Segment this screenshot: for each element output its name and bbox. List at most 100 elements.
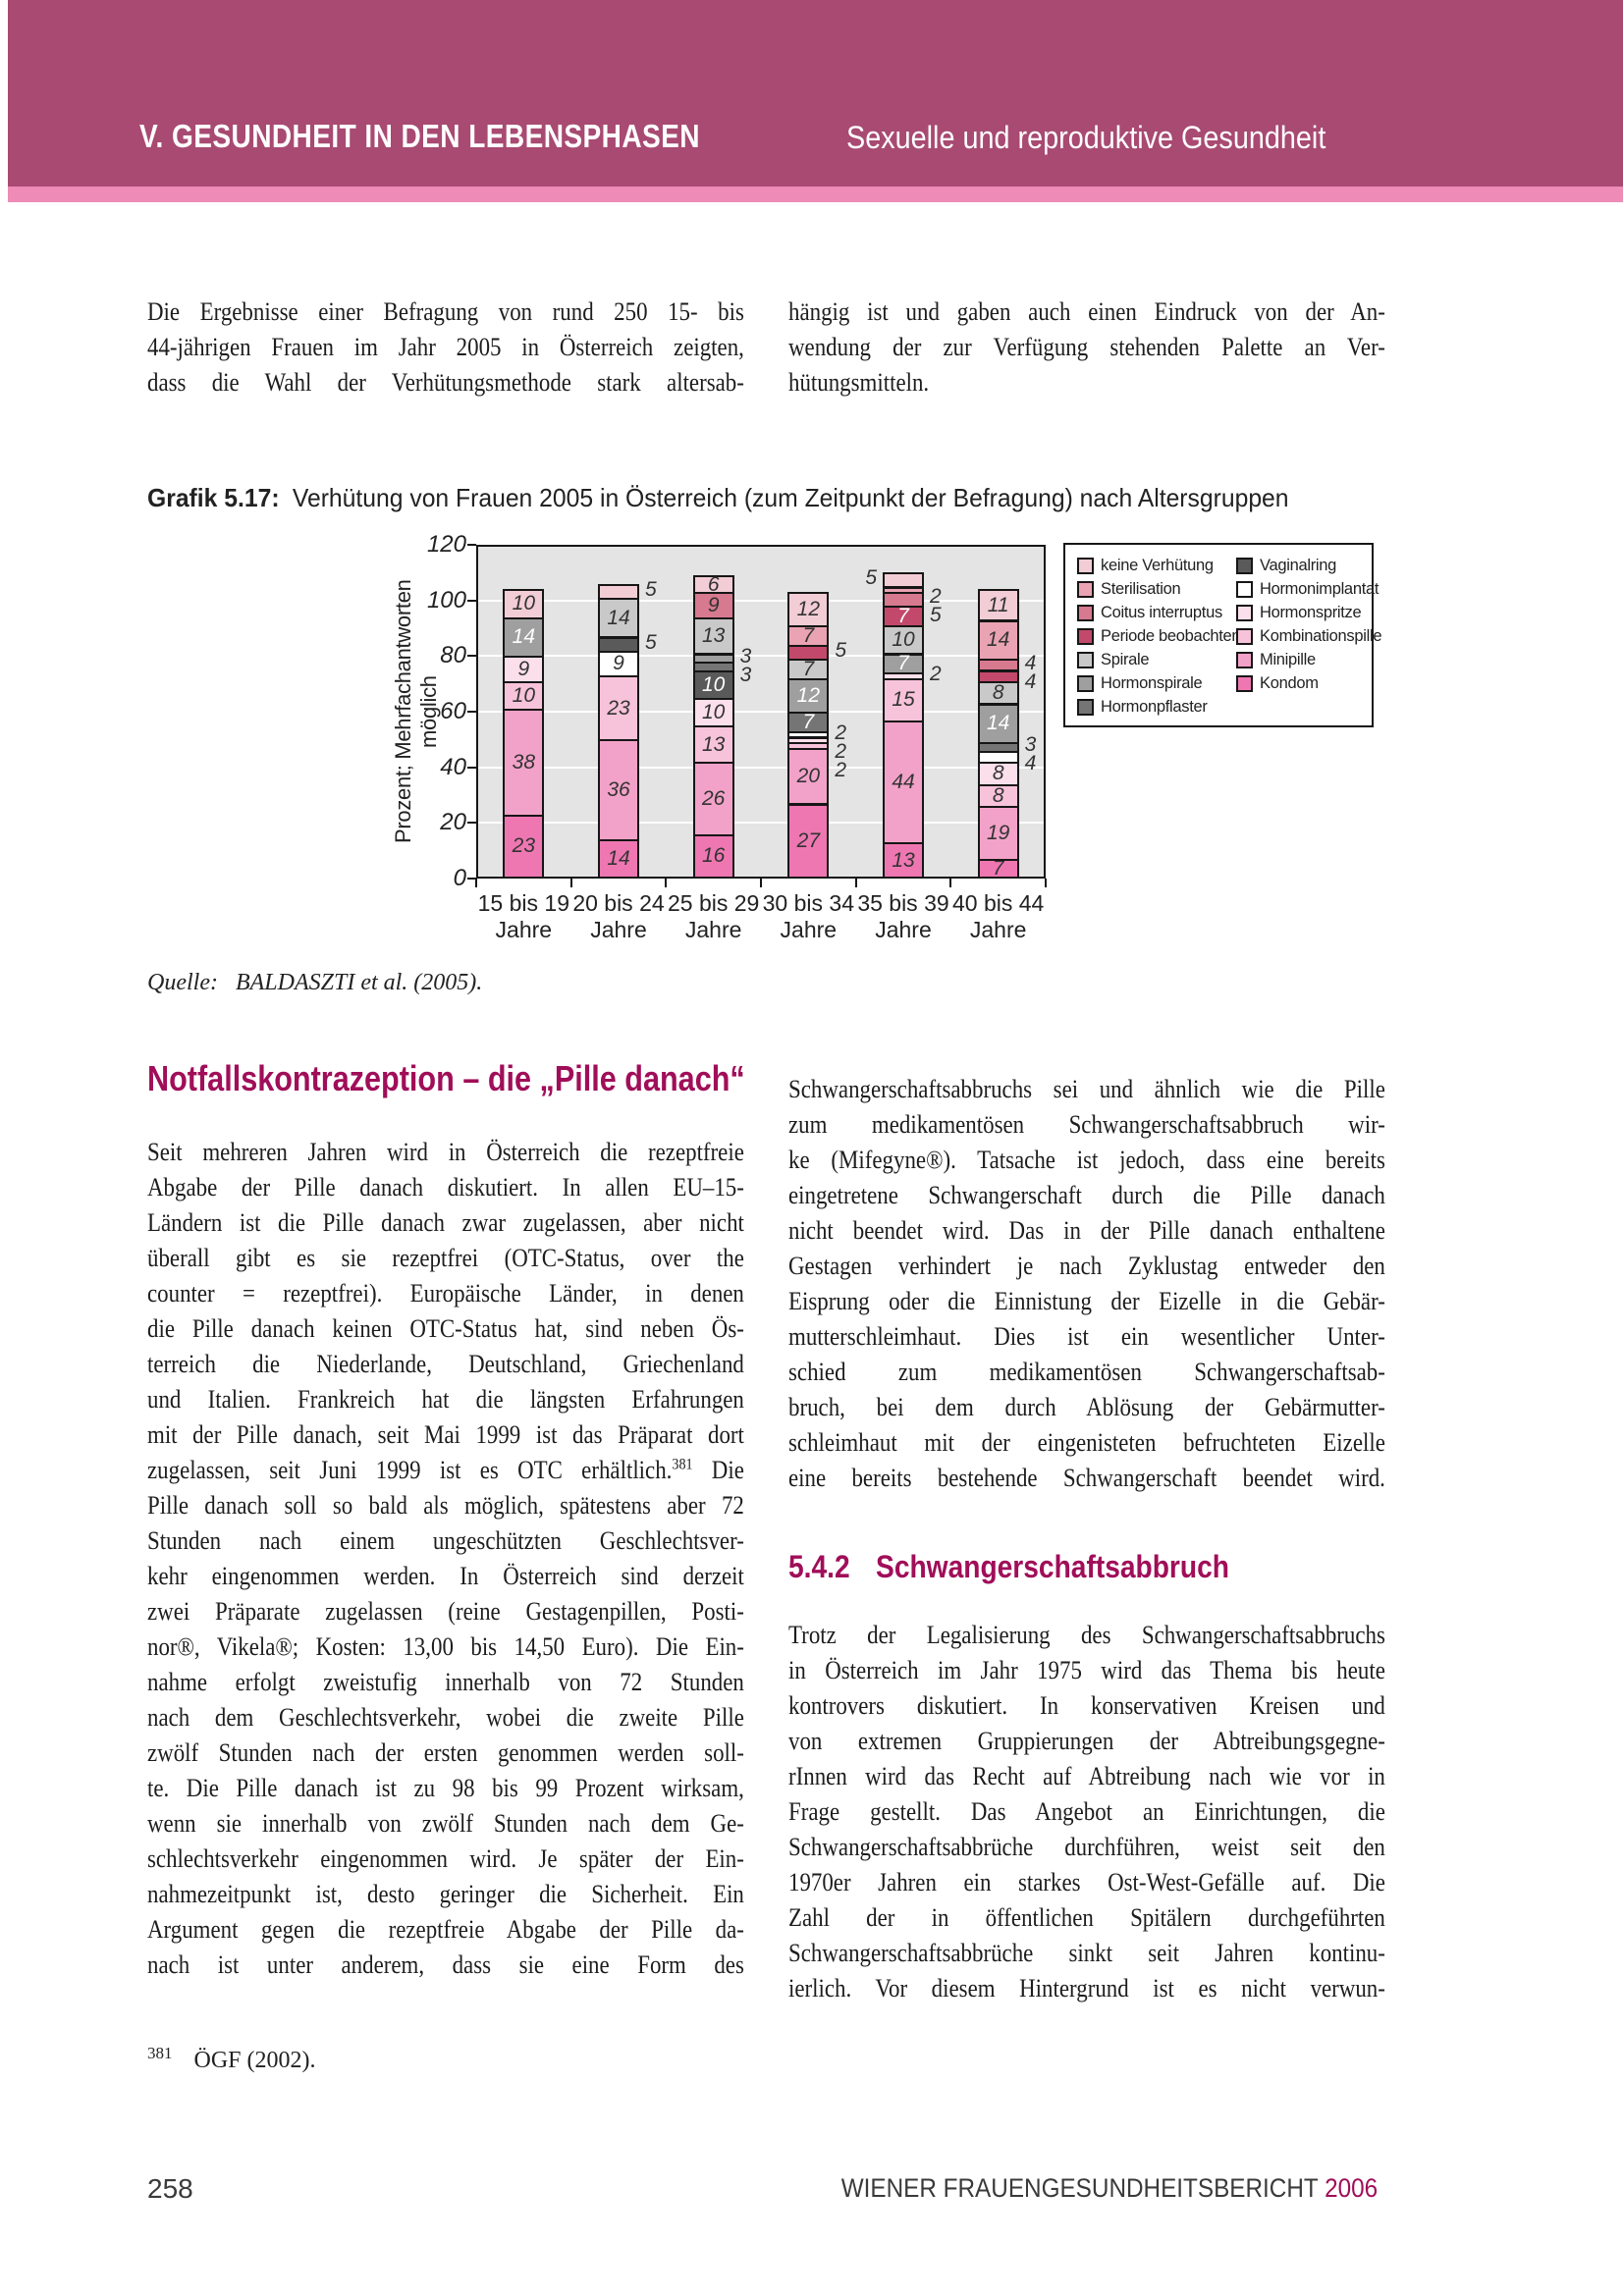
x-axis-tick (665, 879, 668, 887)
text-line: zwölf Stunden nach der ersten genommen w… (147, 1738, 744, 1767)
text-line: bruch, bei dem durch Ablösung der Gebärm… (788, 1393, 1385, 1421)
bar-segment-hormonimplantat: 9 (598, 650, 639, 678)
segment-value: 7 (802, 658, 815, 681)
segment-value: 7 (897, 652, 909, 675)
legend-label: Kombinationspille (1260, 626, 1382, 645)
text-line: Schwangerschaftsabbrüche durchführen, we… (788, 1833, 1385, 1861)
legend-item: Kondom (1236, 671, 1381, 695)
figure-caption-text: Verhütung von Frauen 2005 in Österreich … (292, 483, 1289, 512)
body-column-right-paragraph-1: Schwangerschaftsabbruchs sei und ähnlich… (788, 1072, 1385, 1496)
legend-swatch (1236, 580, 1253, 598)
text-line: dass die Wahl der Verhütungsmethode star… (147, 368, 744, 397)
text-line: mit der Pille danach, seit Mai 1999 ist … (147, 1420, 744, 1449)
legend-swatch (1077, 651, 1094, 668)
gridline-20 (478, 822, 1044, 825)
segment-value-outside: 3 (739, 644, 752, 667)
text-line: te. Die Pille danach ist zu 98 bis 99 Pr… (147, 1774, 744, 1802)
x-axis-tick (854, 879, 857, 887)
bar-segment-kondom: 14 (598, 839, 639, 879)
bar-segment-kondom: 27 (787, 803, 830, 879)
y-axis-tick-label: 80 (440, 642, 466, 669)
segment-value-outside: 2 (835, 721, 847, 744)
segment-value-outside: 2 (930, 585, 942, 609)
segment-value: 13 (701, 732, 726, 756)
x-axis-category-label: 15 bis 19 Jahre (477, 890, 569, 942)
x-axis-tick (569, 879, 572, 887)
text-line: wendung der zur Verfügung stehenden Pale… (788, 333, 1385, 361)
text-line: Eisprung oder die Einnistung der Eizelle… (788, 1287, 1385, 1315)
bar-segment-periode-beobachten (977, 669, 1019, 683)
legend-item: keine Verhütung (1077, 554, 1236, 577)
legend-column-1: keine Verhütung Sterilisation Coitus inter… (1077, 554, 1241, 725)
text-line: schlechtsverkehr eingenommen wird. Je sp… (147, 1844, 744, 1873)
bar-segment-vaginalring: 10 (692, 669, 734, 700)
y-axis-tick (467, 544, 476, 546)
bar-segment-hormonspritze: 10 (692, 697, 734, 728)
segment-value-outside: 5 (930, 604, 942, 627)
bar-segment-keine-verh-tung: 11 (977, 589, 1019, 622)
body-column-left: Seit mehreren Jahren wird in Österreich … (147, 1135, 744, 1983)
gridline-40 (478, 766, 1044, 769)
legend-label: Minipille (1260, 650, 1316, 668)
legend-item: Minipille (1236, 648, 1381, 671)
segment-value-outside: 2 (930, 663, 942, 686)
section-heading-notfallskontrazeption: Notfallskontrazeption – die „Pille danac… (147, 1058, 745, 1098)
header-chapter-title: V. GESUNDHEIT IN DEN LEBENSPHASEN (139, 118, 700, 154)
bar-segment-kombinationspille: 13 (692, 725, 734, 764)
y-axis-title: Prozent; Mehrfachantworten möglich (391, 579, 441, 844)
text-line: Die Ergebnisse einer Befragung von rund … (147, 297, 744, 326)
y-axis-tick-label: 120 (426, 531, 466, 558)
text-line: und Italien. Frankreich hat die längsten… (147, 1385, 744, 1414)
segment-value-outside: 5 (645, 630, 657, 654)
text-line: Schwangerschaftsabbrüche sinkt seit Jahr… (788, 1939, 1385, 1967)
text-line: nahmezeitpunkt ist, desto geringer die S… (147, 1880, 744, 1908)
text-line: ierlich. Vor diesem Hintergrund ist es n… (788, 1974, 1385, 2002)
segment-value: 9 (613, 652, 624, 675)
text-line: zum medikamentösen Schwangerschaftsabbru… (788, 1110, 1385, 1139)
segment-value: 7 (897, 605, 909, 628)
bar-segment-hormonspirale: 7 (883, 652, 924, 675)
text-line: überall gibt es sie rezeptfrei (OTC-Stat… (147, 1244, 744, 1272)
x-axis-tick (475, 879, 477, 887)
bar-segment-minipille: 19 (977, 806, 1019, 862)
segment-value-outside: 4 (1024, 752, 1037, 775)
segment-value: 7 (802, 710, 815, 733)
bar-segment-kombinationspille: 15 (883, 678, 924, 722)
bar-segment-minipille: 20 (787, 747, 830, 806)
footnote: 381 ÖGF (2002). (147, 2044, 316, 2074)
bar-segment-kondom: 13 (883, 842, 924, 879)
text-line: Stunden nach einem ungeschützten Geschle… (147, 1526, 744, 1555)
y-axis-tick (467, 878, 476, 880)
legend-swatch (1077, 627, 1094, 645)
gridline-100 (478, 599, 1044, 602)
text-line: eingetretene Schwangerschaft durch die P… (788, 1181, 1385, 1209)
intro-paragraph-right: hängig ist und gaben auch einen Eindruck… (788, 294, 1385, 400)
y-axis-tick-label: 60 (440, 698, 466, 724)
legend-item: Hormonspritze (1236, 601, 1381, 624)
text-line: nach dem Geschlechtsverkehr, wobei die z… (147, 1703, 744, 1732)
segment-value: 14 (607, 847, 630, 871)
bar-segment-spirale: 8 (977, 680, 1019, 706)
bar-segment-sterilisation: 7 (787, 624, 830, 647)
bar-segment-hormonspritze: 8 (977, 762, 1019, 786)
text-line: zugelassen, seit Juni 1999 ist es OTC er… (147, 1456, 744, 1484)
legend-item: Kombinationspille (1236, 624, 1382, 648)
x-axis-tick (949, 879, 952, 887)
bar-segment-hormonspirale: 12 (787, 678, 830, 714)
footnote-marker: 381 (147, 2044, 173, 2062)
text-line: Ländern ist die Pille danach zwar zugela… (147, 1208, 744, 1237)
legend-item: Sterilisation (1077, 577, 1236, 601)
footer-page-number: 258 (147, 2173, 193, 2204)
segment-value-outside: 4 (1024, 669, 1037, 693)
y-axis-tick-label: 20 (440, 809, 466, 836)
bar-segment-kondom: 7 (977, 857, 1019, 880)
x-axis-category-label: 25 bis 29 Jahre (667, 890, 760, 942)
segment-value: 10 (701, 700, 726, 723)
segment-value: 12 (796, 598, 820, 621)
chart-legend: keine Verhütung Sterilisation Coitus inter… (1063, 543, 1382, 727)
bar-segment-coitus-interruptus (883, 592, 924, 609)
segment-value-outside: 4 (1024, 651, 1037, 674)
legend-label: Spirale (1101, 650, 1150, 668)
bar-segment-kombinationspille: 10 (503, 680, 545, 712)
text-line: in Österreich im Jahr 1975 wird das Them… (788, 1656, 1385, 1684)
